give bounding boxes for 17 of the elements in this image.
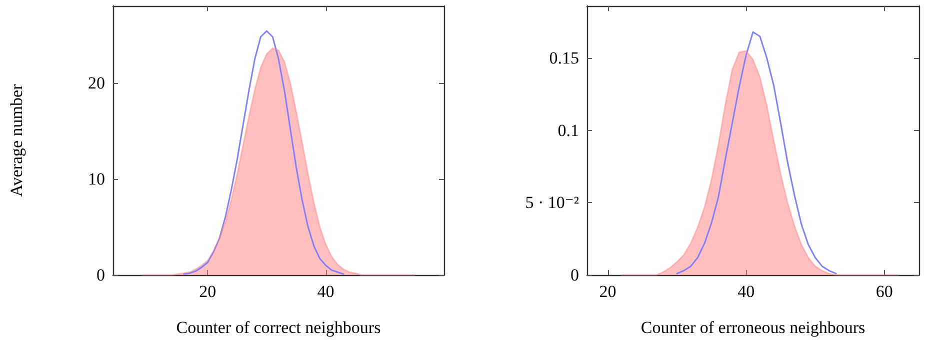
x-tick-label: 40: [738, 282, 755, 301]
y-tick-label: 0: [570, 266, 579, 284]
y-tick-label: 20: [88, 73, 105, 92]
x-tick-label: 20: [599, 282, 616, 301]
y-tick-label: 5 · 10⁻²: [525, 193, 579, 212]
line-series: [183, 30, 344, 275]
line-series: [676, 31, 837, 274]
y-axis-title: Average number: [7, 84, 26, 197]
x-tick-label: 20: [199, 282, 216, 301]
x-axis-title: Counter of erroneous neighbours: [640, 318, 866, 337]
x-axis-title: Counter of correct neighbours: [176, 318, 381, 337]
y-tick-label: 0.15: [549, 48, 579, 68]
x-tick-label: 60: [876, 282, 893, 301]
y-tick-label: 10: [88, 169, 105, 188]
y-tick-label: 0: [96, 266, 105, 284]
y-tick-label: 0.1: [558, 120, 579, 140]
x-tick-label: 40: [317, 282, 334, 301]
